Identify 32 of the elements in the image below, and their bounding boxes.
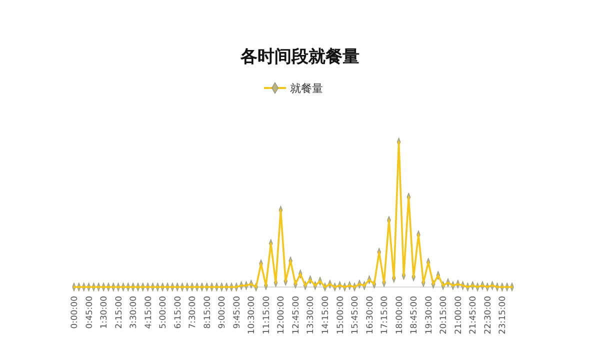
x-tick-label: 4:15:00 bbox=[144, 296, 154, 329]
x-tick-label: 6:15:00 bbox=[173, 296, 184, 329]
x-tick-label: 0:00:00 bbox=[70, 296, 80, 329]
x-tick-label: 18:00:00 bbox=[394, 296, 405, 334]
x-tick-label: 19:30:00 bbox=[424, 296, 434, 334]
x-tick-label: 7:30:00 bbox=[188, 296, 198, 329]
x-tick-label: 21:00:00 bbox=[454, 296, 464, 334]
x-tick-label: 2:15:00 bbox=[114, 296, 124, 329]
x-tick-label: 9:45:00 bbox=[232, 296, 242, 329]
x-tick-label: 21:45:00 bbox=[468, 296, 479, 334]
legend-label: 就餐量 bbox=[290, 82, 323, 95]
x-tick-label: 12:45:00 bbox=[291, 296, 302, 334]
x-tick-label: 14:15:00 bbox=[320, 296, 331, 334]
x-tick-label: 8:15:00 bbox=[202, 296, 213, 329]
x-tick-label: 9:00:00 bbox=[218, 296, 228, 329]
x-tick-label: 16:30:00 bbox=[365, 296, 376, 334]
x-tick-label: 5:00:00 bbox=[158, 296, 169, 329]
x-tick-label: 20:15:00 bbox=[439, 296, 450, 334]
x-tick-label: 17:15:00 bbox=[380, 296, 390, 334]
x-tick-label: 3:30:00 bbox=[129, 296, 140, 329]
x-tick-label: 12:00:00 bbox=[276, 296, 287, 334]
chart-title: 各时间段就餐量 bbox=[240, 47, 360, 67]
x-tick-label: 22:30:00 bbox=[483, 296, 494, 334]
x-tick-label: 13:30:00 bbox=[306, 296, 316, 334]
x-tick-label: 1:30:00 bbox=[100, 296, 110, 329]
x-tick-label: 18:45:00 bbox=[410, 296, 420, 334]
x-tick-label: 15:00:00 bbox=[336, 296, 346, 334]
x-tick-label: 11:15:00 bbox=[262, 296, 272, 334]
x-tick-label: 23:15:00 bbox=[498, 296, 508, 334]
x-tick-label: 15:45:00 bbox=[350, 296, 361, 334]
x-tick-label: 10:30:00 bbox=[247, 296, 258, 334]
x-tick-label: 0:45:00 bbox=[84, 296, 95, 329]
